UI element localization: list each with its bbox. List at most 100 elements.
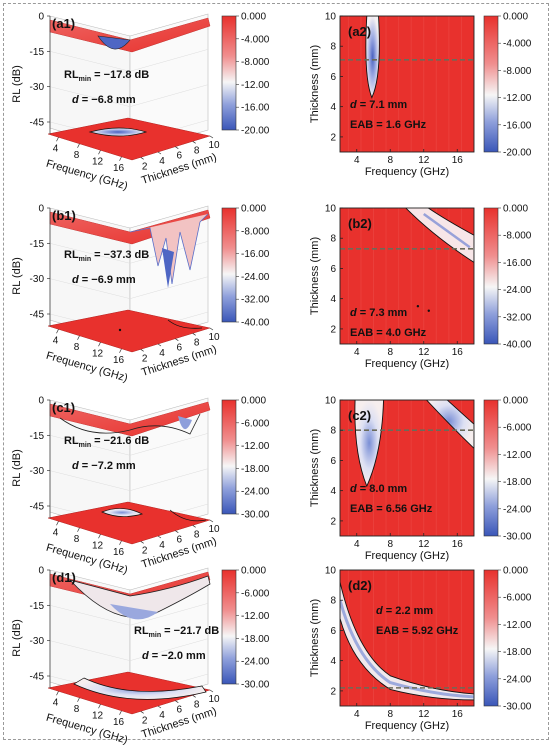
x-tick (98, 534, 101, 539)
y-tick (209, 327, 214, 331)
surface-well (110, 604, 158, 620)
colorbar-label: -24.00 (503, 285, 532, 296)
rl-value: = −17.8 dB (91, 69, 149, 81)
y-tick (192, 333, 196, 336)
panel-label: (b1) (52, 208, 76, 223)
y-tick-label: 4 (159, 156, 165, 167)
surface-dip (178, 416, 192, 430)
d-prefix: d (72, 460, 79, 472)
thickness-annotation: d = 8.0 mm (350, 483, 407, 495)
surface-contour (59, 413, 201, 435)
y-tick-label: 8 (194, 337, 200, 348)
wall-grid (129, 276, 209, 299)
y-tick (192, 525, 196, 528)
z-axis-title: RL (dB) (11, 449, 23, 487)
colorbar-label: -16.00 (503, 120, 532, 131)
plot-border (339, 207, 475, 345)
colorbar-label: -32.00 (241, 295, 270, 306)
wall-grid (129, 84, 209, 107)
colorbar-label: -12.00 (503, 620, 532, 631)
x-tick-label: 8 (74, 534, 80, 545)
floor-contour (101, 508, 143, 517)
d-value: = 8.0 mm (357, 483, 408, 495)
panel-label: (c2) (348, 408, 371, 423)
y-tick-label: 6 (177, 535, 183, 546)
x-tick-label: 8 (74, 150, 80, 161)
z-tick-label: -30 (30, 82, 45, 93)
wall-grid (49, 605, 131, 626)
x-tick-label: 8 (74, 342, 80, 353)
y-tick (157, 343, 162, 347)
colorbar-label: -18.00 (241, 464, 270, 475)
colorbar-label: -18.00 (241, 634, 270, 645)
heatmap-background (340, 16, 474, 152)
y-tick (175, 530, 179, 533)
contour-core (423, 213, 471, 249)
wall-grid (49, 640, 131, 661)
x-tick (98, 704, 101, 709)
back-wall-right (129, 13, 209, 153)
contour-core (340, 599, 474, 699)
colorbar-label: -6.000 (241, 588, 270, 599)
y-tick-label: 10 (208, 140, 220, 151)
colorbar-label: -12.00 (503, 93, 532, 104)
plot-area (340, 208, 474, 344)
x-tick (77, 527, 80, 532)
thickness-annotation: d = 7.3 mm (350, 307, 407, 319)
x-tick-label: 4 (53, 335, 59, 346)
x-tick (56, 329, 59, 334)
y-tick (209, 519, 214, 523)
colorbar-label: 0.000 (241, 12, 266, 23)
y-tick (140, 157, 144, 160)
x-tick (119, 710, 122, 715)
y-tick-label: 4 (159, 348, 165, 359)
z-tick-label: 0 (38, 566, 44, 577)
x-tick-label: 12 (418, 709, 430, 720)
colorbar-label: -18.00 (503, 477, 532, 488)
x-tick (56, 691, 59, 696)
z-tick-label: -45 (30, 672, 45, 683)
x-axis-title: Frequency (GHz) (365, 358, 449, 370)
colorbar-label: -30.00 (241, 510, 270, 521)
x-tick-label: 12 (418, 539, 430, 550)
colorbar-label: -12.00 (241, 441, 270, 452)
colorbar-label: 0.000 (503, 204, 528, 215)
y-tick-label: 6 (177, 151, 183, 162)
panel-label: (b2) (348, 216, 372, 231)
rl-min-annotation: RLmin = −17.8 dB (64, 69, 149, 83)
y-tick (175, 146, 179, 149)
colorbar-label: -32.00 (503, 312, 532, 323)
colorbar-label: -12.00 (241, 611, 270, 622)
thickness-annotation: d = 7.1 mm (350, 99, 407, 111)
colorbar (483, 569, 499, 707)
z-axis-title: RL (dB) (11, 619, 23, 657)
x-tick-label: 8 (74, 704, 80, 715)
z-tick-label: -45 (30, 118, 45, 129)
x-tick-label: 12 (92, 348, 104, 359)
x-tick-label: 16 (113, 547, 125, 558)
rl-prefix: RL (134, 625, 149, 637)
x-tick-label: 16 (452, 539, 464, 550)
wall-grid (49, 470, 131, 491)
z-tick-label: -30 (30, 466, 45, 477)
contour-dot (416, 305, 420, 308)
x-tick-label: 4 (354, 347, 360, 358)
y-tick-label: 4 (330, 102, 336, 113)
x-tick-label: 16 (452, 709, 464, 720)
colorbar-label: -18.00 (503, 647, 532, 658)
x-tick-label: 4 (354, 709, 360, 720)
colorbar (221, 569, 237, 685)
rl-sub: min (79, 256, 91, 263)
x-axis-title: Frequency (GHz) (365, 720, 449, 732)
eab-annotation: EAB = 1.6 GHz (350, 119, 427, 131)
contour-region-2 (425, 400, 474, 449)
y-tick (175, 700, 179, 703)
d-value: = 7.1 mm (357, 99, 408, 111)
y-tick-label: 4 (330, 294, 336, 305)
contour-region (354, 400, 385, 488)
y-tick-label: 6 (330, 456, 336, 467)
